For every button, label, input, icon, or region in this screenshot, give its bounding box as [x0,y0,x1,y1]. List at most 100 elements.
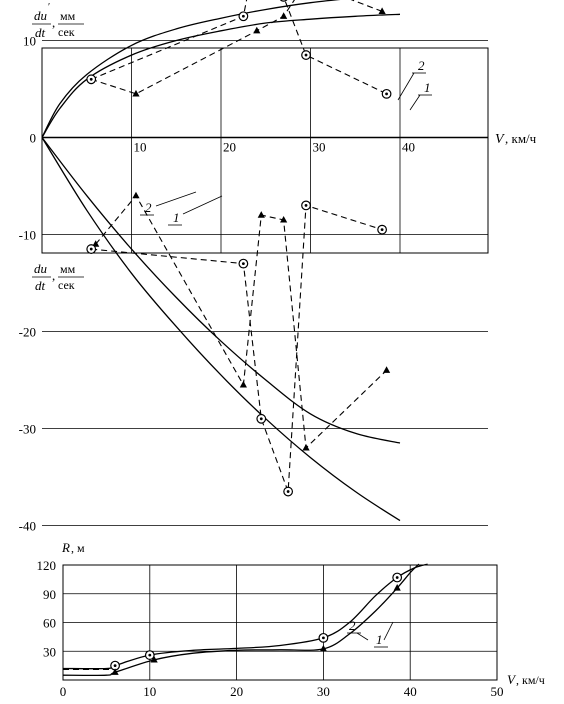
chart2-ylabel-symbol: R [61,540,70,555]
chart1-curve-leader [155,191,197,207]
chart1-xlabel-symbol: V [495,132,505,147]
chart1-point-circle [301,200,311,211]
chart1-point-circle [381,88,392,99]
chart2-grid [62,564,498,681]
chart2-curve-label: 1 [376,632,383,647]
chart2-point-circle [318,632,329,643]
chart1-series-upper-calc-1 [41,13,401,138]
ylabel-top-numerator: du [34,8,48,23]
ylabel-top-unit-top: мм [60,9,76,23]
ylabel-bottom-numerator: du [34,261,48,276]
chart2-tick-labels: 0 10 20 30 40 50 120 90 60 30 [37,558,504,699]
chart1-curve-leader [409,94,421,111]
chart1-y-tick-label: -20 [19,325,36,340]
chart1-series-lower-exp-triangle [95,194,387,450]
chart2-point-circle [392,572,403,583]
chart2-xlabel-unit: , км/ч [516,673,545,687]
chart1-ylabel-top: du ′ dt , мм сек [32,2,84,40]
chart1-ylabel-bottom: du dt , мм сек [32,261,84,293]
chart1-y-tick-label: -40 [19,519,36,534]
chart2-x-tick-label: 0 [60,684,67,699]
chart1-curve-leader [182,195,223,215]
chart2-series-R-curve-1 [62,563,420,677]
chart1-x-tick-label: 20 [223,140,236,155]
chart1-point-circle [238,11,249,22]
chart1-point-circle [279,0,288,2]
chart2-curve-labels: 21 [347,618,394,648]
chart2-curve-leader [383,621,394,641]
chart1-series-lower-calc-2 [41,137,401,444]
chart1-x-tick-label: 10 [134,140,147,155]
chart1-point-circle [283,486,294,497]
chart1-frame [41,47,489,254]
chart2-y-tick-label: 90 [43,587,56,602]
chart1-point-triangle [132,89,140,97]
chart1-point-circle [86,244,97,254]
chart2-point-circle [144,650,155,660]
chart1-point-triangle [253,26,261,34]
chart1-series-upper-exp-circle [90,0,387,95]
chart2-x-tick-label: 40 [404,684,417,699]
chart2-curve-leader [356,632,369,641]
chart1-point-triangle [378,7,386,14]
chart1-point-circle [301,50,311,60]
chart2-x-tick-label: 50 [491,684,504,699]
ylabel-top-denominator: dt [35,25,46,40]
chart1-point-circle [238,258,249,269]
chart1-x-tick-label: 30 [313,140,326,155]
chart1-y-tick-label: 0 [30,131,37,146]
svg-text:,: , [52,268,55,283]
chart1-tick-labels: 102030403020100-10-20-30-40 [19,34,415,534]
ylabel-bottom-unit-top: мм [60,262,76,276]
chart1-x-tick-label: 40 [402,140,415,155]
chart2-ylabel-unit: , м [71,541,85,555]
chart1-curve-label: 1 [424,80,431,95]
chart1-point-triangle [239,380,247,388]
chart2-point-triangle [319,644,327,652]
chart2-xlabel: V , км/ч [507,672,545,687]
chart1-curve-labels: 1 2 2 1 [140,58,432,226]
chart1-curve-leader [397,72,415,101]
chart1-series-lower-calc-1 [41,137,401,522]
ylabel-top-prime: ′ [48,2,50,13]
chart2-x-tick-label: 20 [230,684,243,699]
chart2-ylabel: R , м [61,540,85,555]
chart2-curve-label: 2 [349,618,356,633]
chart2-xlabel-symbol: V [507,672,517,687]
ylabel-bottom-unit-bottom: сек [58,278,75,292]
chart1-grid [41,40,489,526]
ylabel-bottom-denominator: dt [35,278,46,293]
chart2-y-tick-label: 120 [37,558,57,573]
chart1-point-triangle [382,366,391,373]
chart1-xlabel: V , км/ч [495,131,537,147]
chart1-point-circle [377,224,388,235]
chart1-point-triangle [257,211,265,218]
chart1-point-circle [256,413,267,424]
chart2-point-triangle [111,668,119,675]
chart1-y-tick-label: -30 [19,422,36,437]
svg-text:,: , [52,15,55,30]
chart1-xlabel-unit: , км/ч [505,131,537,146]
chart2-y-tick-label: 60 [43,616,56,631]
chart1-series-upper-calc-2 [41,0,341,138]
chart1-point-triangle [280,12,288,19]
chart1-y-tick-label: -10 [19,228,36,243]
chart1-series [41,0,401,522]
chart2-point-triangle [150,655,158,663]
chart2-y-tick-label: 30 [43,644,56,659]
chart1-series-upper-exp-triangle [91,0,383,95]
chart2-series-R-curve-2 [62,563,428,670]
chart2-series [62,563,428,677]
chart1-point-triangle [280,215,288,223]
chart2-point-triangle [393,584,401,591]
chart2-x-tick-label: 10 [143,684,156,699]
chart1-point-triangle [302,443,310,451]
chart1-curve-label: 2 [145,200,152,215]
chart1-curve-label: 1 [173,210,180,225]
chart2-x-tick-label: 30 [317,684,330,699]
chart1-point-triangle [132,191,140,199]
chart1-series-lower-exp-circle [91,204,383,492]
